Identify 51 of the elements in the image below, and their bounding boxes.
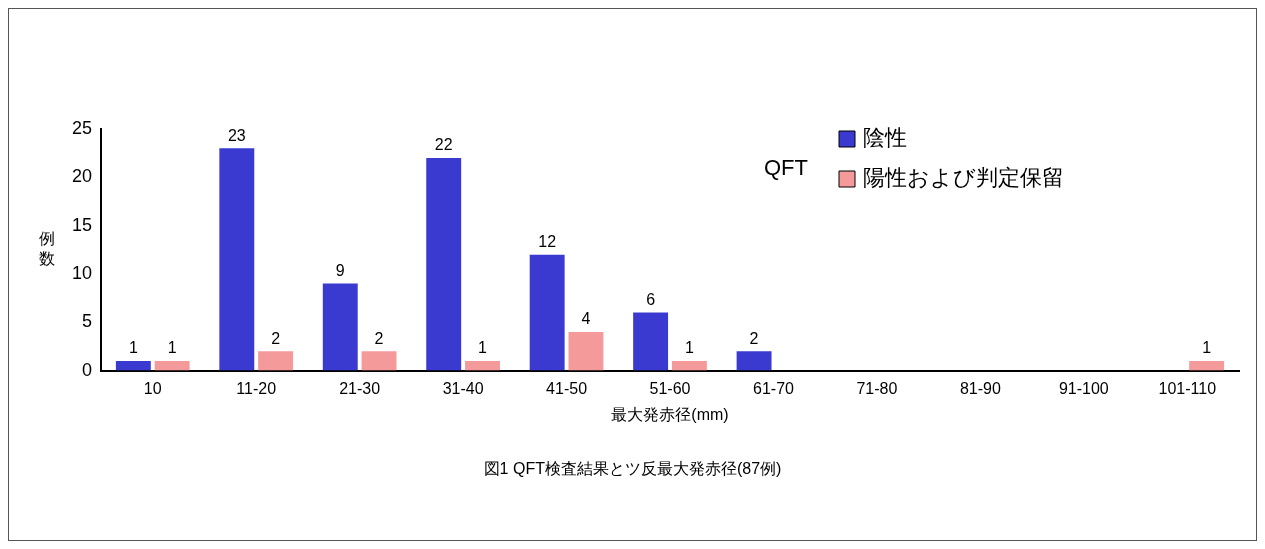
data-label: 2 xyxy=(271,329,281,347)
data-label: 6 xyxy=(646,291,656,309)
data-label: 23 xyxy=(227,126,246,144)
data-label: 1 xyxy=(128,339,138,357)
bar xyxy=(671,360,707,371)
bar xyxy=(115,360,151,371)
bar xyxy=(568,331,604,371)
x-tick-label: 11-20 xyxy=(236,379,277,397)
y-tick-label: 10 xyxy=(71,262,93,283)
bar xyxy=(219,148,255,371)
bar xyxy=(736,351,772,371)
bar xyxy=(154,360,190,371)
bar xyxy=(529,254,565,371)
bar xyxy=(426,157,462,371)
bar xyxy=(1189,360,1225,371)
data-label: 2 xyxy=(749,329,759,347)
data-label: 9 xyxy=(335,262,345,280)
data-label: 2 xyxy=(374,329,384,347)
x-axis-title: 最大発赤径(mm) xyxy=(611,405,729,423)
y-tick-label: 20 xyxy=(71,166,93,187)
x-tick-label: 10 xyxy=(143,379,162,397)
x-tick-label: 91-100 xyxy=(1058,379,1109,397)
x-tick-label: 101-110 xyxy=(1158,379,1217,397)
y-tick-label: 15 xyxy=(71,214,93,235)
bar xyxy=(465,360,500,371)
x-tick-label: 81-90 xyxy=(959,379,1001,397)
data-label: 22 xyxy=(434,136,453,154)
data-label: 1 xyxy=(167,339,177,357)
bar xyxy=(322,283,358,371)
y-tick-label: 0 xyxy=(82,359,93,380)
data-label: 12 xyxy=(538,233,557,251)
x-tick-label: 51-60 xyxy=(649,379,691,397)
x-tick-label: 21-30 xyxy=(339,379,381,397)
bar xyxy=(633,312,669,371)
legend-title: QFT xyxy=(764,155,808,181)
x-tick-label: 41-50 xyxy=(546,379,588,397)
bar xyxy=(361,351,397,371)
legend-label: 陽性および判定保留 xyxy=(863,165,1064,191)
x-tick-label: 61-70 xyxy=(753,379,795,397)
caption: 図1 QFT検査結果とツ反最大発赤径(87例) xyxy=(482,459,783,479)
y-tick-label: 25 xyxy=(71,117,93,138)
legend-label: 陰性 xyxy=(863,125,907,151)
x-tick-label: 71-80 xyxy=(856,379,898,397)
y-axis-title: 例数 xyxy=(39,230,55,268)
data-label: 4 xyxy=(581,310,591,328)
x-tick-label: 31-40 xyxy=(442,379,484,397)
y-tick-label: 5 xyxy=(82,311,93,332)
data-label: 1 xyxy=(684,339,694,357)
bar xyxy=(258,351,294,371)
data-label: 1 xyxy=(478,339,488,357)
data-label: 1 xyxy=(1202,339,1212,357)
